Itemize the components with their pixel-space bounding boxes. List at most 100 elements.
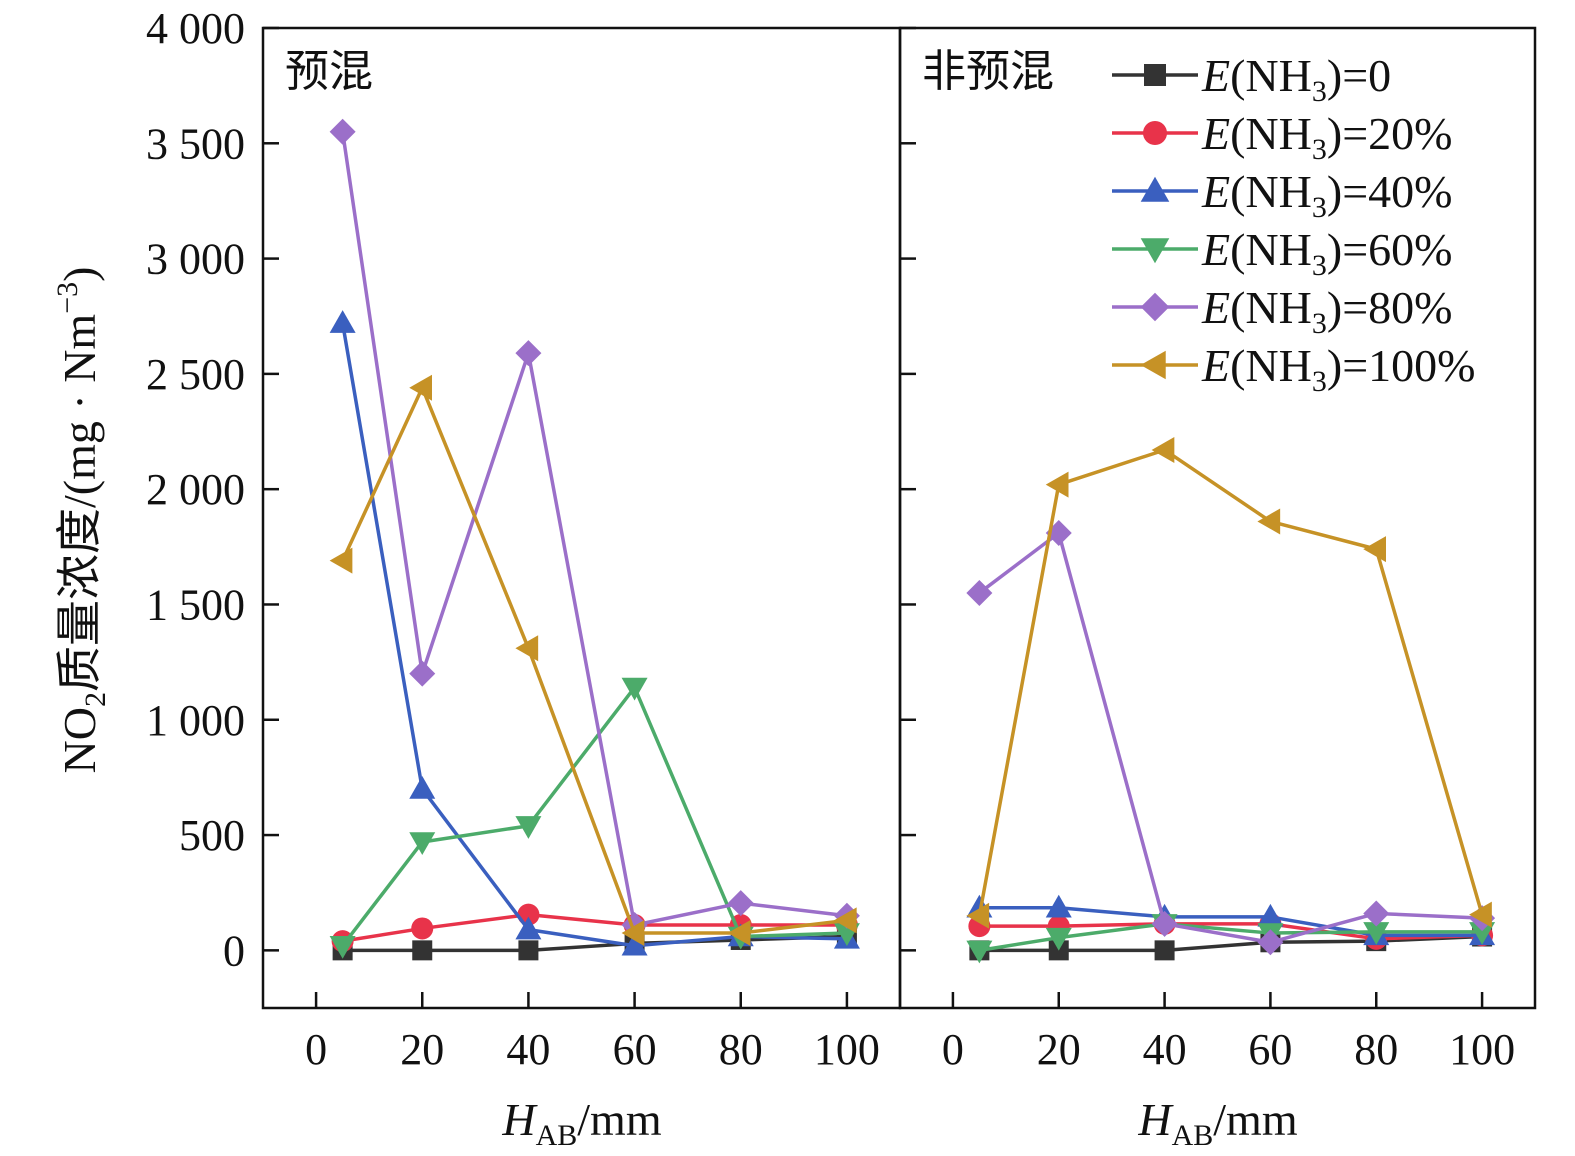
data-point <box>515 340 542 367</box>
legend-item-3: E(NH3)=40% <box>1112 166 1452 224</box>
x-axis-title-rest: /mm <box>1213 1094 1298 1145</box>
data-point <box>966 902 990 929</box>
data-point <box>833 907 857 934</box>
series-line <box>979 922 1483 941</box>
data-point <box>518 940 539 961</box>
x-axis-title-main: H <box>1137 1094 1174 1145</box>
legend-item-5: E(NH3)=80% <box>1112 282 1452 340</box>
x-tick-label: 40 <box>1143 1025 1187 1074</box>
data-point <box>1469 901 1492 928</box>
x-axis-title-main: H <box>501 1094 538 1145</box>
data-point <box>1363 900 1390 927</box>
data-point <box>621 677 648 701</box>
chart-legend: E(NH3)=0E(NH3)=20%E(NH3)=40%E(NH3)=60%E(… <box>1112 50 1475 398</box>
series-5 <box>329 118 860 938</box>
x-tick-label: 100 <box>814 1025 880 1074</box>
series-line <box>979 934 1483 953</box>
data-point <box>1045 471 1069 498</box>
data-point <box>329 118 356 145</box>
series-6 <box>966 436 1492 929</box>
legend-label: E(NH3)=40% <box>1201 166 1452 224</box>
data-point <box>1151 910 1178 937</box>
data-point <box>411 917 434 940</box>
data-point <box>966 940 993 964</box>
x-tick-label: 100 <box>1449 1025 1515 1074</box>
x-tick-label: 60 <box>1248 1025 1292 1074</box>
legend-label: E(NH3)=60% <box>1201 224 1452 282</box>
data-point <box>515 816 542 839</box>
data-point <box>329 310 356 333</box>
y-tick-label: 2 500 <box>146 350 245 399</box>
data-point <box>1363 922 1390 945</box>
legend-item-2: E(NH3)=20% <box>1112 108 1452 166</box>
data-point <box>515 635 539 662</box>
panel-title: 预混 <box>285 46 373 97</box>
x-tick-label: 20 <box>400 1025 444 1074</box>
data-point <box>409 775 436 799</box>
y-axis-title-sub: 2 <box>79 692 112 707</box>
data-point <box>329 935 356 959</box>
legend-marker <box>1140 176 1170 202</box>
y-axis-title: NO2质量浓度/(mg · Nm−3) <box>51 267 112 774</box>
y-tick-label: 4 000 <box>146 4 245 53</box>
plot-frame <box>898 26 1537 1010</box>
plot-frame <box>261 26 902 1010</box>
data-point <box>1257 508 1281 535</box>
data-point <box>1469 922 1496 945</box>
legend-marker <box>1140 238 1170 264</box>
series-line <box>340 322 847 948</box>
x-tick-label: 80 <box>1354 1025 1398 1074</box>
series-line <box>979 905 1483 938</box>
data-point <box>727 890 754 917</box>
x-axis-title-left: HAB/mm <box>501 1094 661 1152</box>
data-point <box>409 832 436 855</box>
series-line <box>340 131 848 927</box>
y-axis-title-end: ) <box>54 267 105 282</box>
legend-marker <box>1144 64 1166 86</box>
data-point <box>966 579 993 606</box>
y-tick-label: 2 000 <box>146 465 245 514</box>
x-tick-label: 20 <box>1037 1025 1081 1074</box>
data-point <box>1154 940 1175 961</box>
legend-label: E(NH3)=0 <box>1201 50 1391 108</box>
data-point <box>621 920 645 947</box>
series-line <box>978 531 1483 945</box>
x-tick-label: 0 <box>942 1025 964 1074</box>
series-line <box>341 385 848 935</box>
legend-label: E(NH3)=100% <box>1201 340 1475 398</box>
legend-marker <box>1140 292 1170 322</box>
data-point <box>409 374 432 401</box>
legend-label: E(NH3)=80% <box>1201 282 1452 340</box>
data-point <box>1045 927 1072 951</box>
x-axis-title-right: HAB/mm <box>1137 1094 1297 1152</box>
y-axis-title-sup: −3 <box>51 282 84 314</box>
legend-marker <box>1140 350 1166 380</box>
x-tick-label: 80 <box>719 1025 763 1074</box>
y-axis-title-rest: 质量浓度/(mg · Nm <box>54 314 105 692</box>
chart-panel-1: 0 500 1 000 1 500 2 000 2 500 3 000 3 500 4 000 0… <box>146 4 902 1074</box>
y-tick-label: 3 500 <box>146 119 245 168</box>
data-point <box>727 920 751 947</box>
chart-panel-2: 0 20 40 60 80 100 非预混 <box>898 26 1537 1074</box>
y-tick-label: 0 <box>223 926 245 975</box>
data-point <box>412 940 433 961</box>
y-tick-label: 500 <box>179 811 245 860</box>
axis-titles: NO2质量浓度/(mg · Nm−3) HAB/mm HAB/mm <box>51 267 1298 1152</box>
panel-title: 非预混 <box>922 46 1054 97</box>
data-point <box>329 547 353 574</box>
series-5 <box>966 519 1496 956</box>
series-line <box>979 922 1483 953</box>
data-point <box>1363 536 1386 563</box>
series-line <box>342 912 847 943</box>
y-tick-label: 3 000 <box>146 235 245 284</box>
data-point <box>515 916 542 940</box>
data-point <box>1151 436 1175 463</box>
x-axis-title-rest: /mm <box>577 1094 662 1145</box>
data-point <box>1257 929 1284 956</box>
legend-item-4: E(NH3)=60% <box>1112 224 1452 282</box>
series-line <box>342 934 847 953</box>
x-axis-title-sub: AB <box>1172 1119 1214 1152</box>
series-line <box>341 685 847 947</box>
y-axis-title-main: NO <box>54 707 105 773</box>
